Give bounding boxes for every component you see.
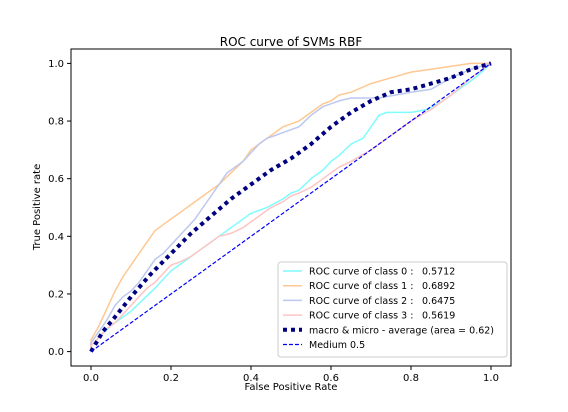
y-tick-label: 0.0	[48, 347, 64, 358]
legend-label-1: ROC curve of class 1 :	[309, 281, 413, 292]
y-tick-label: 0.2	[48, 289, 64, 300]
x-tick-label: 0.6	[323, 373, 339, 384]
legend: ROC curve of class 0 : 0.5712 ROC curve of…	[277, 261, 508, 358]
series-line-5	[90, 62, 492, 353]
chart-title: ROC curve of SVMs RBF	[220, 35, 363, 49]
x-tick-label: 0.8	[403, 373, 419, 384]
y-axis-label: True Positive rate	[32, 164, 43, 251]
x-tick-label: 0.0	[83, 373, 99, 384]
legend-value-1: 0.6892	[422, 281, 455, 292]
x-tick-label: 0.2	[163, 373, 179, 384]
legend-label-3: ROC curve of class 3 :	[309, 311, 413, 322]
legend-label-2: ROC curve of class 2 :	[309, 296, 413, 307]
legend-value-2: 0.6475	[422, 296, 455, 307]
legend-value-3: 0.5619	[422, 311, 455, 322]
legend-value-0: 0.5712	[422, 267, 455, 278]
x-tick-label: 1.0	[483, 373, 499, 384]
y-tick-label: 0.8	[48, 117, 64, 128]
legend-label-4: macro & micro - average (area = 0.62)	[309, 325, 494, 336]
x-axis: 0.0 0.2 0.4 0.6 0.8 1.0	[83, 366, 499, 384]
plot-frame	[70, 48, 512, 367]
plot-area	[89, 61, 492, 353]
legend-label-5: Medium 0.5	[309, 340, 365, 351]
series-line-4	[89, 61, 492, 353]
legend-box	[277, 261, 508, 358]
legend-label-0: ROC curve of class 0 :	[309, 267, 413, 278]
y-tick-label: 0.6	[48, 174, 64, 185]
x-axis-label: False Positive Rate	[245, 382, 338, 393]
y-axis: 0.0 0.2 0.4 0.6 0.8 1.0	[48, 59, 71, 358]
x-tick-label: 0.4	[243, 373, 259, 384]
series-line-0	[90, 62, 492, 352]
series-line-2	[90, 62, 492, 352]
y-tick-label: 0.4	[48, 232, 64, 243]
y-tick-label: 1.0	[48, 59, 64, 70]
